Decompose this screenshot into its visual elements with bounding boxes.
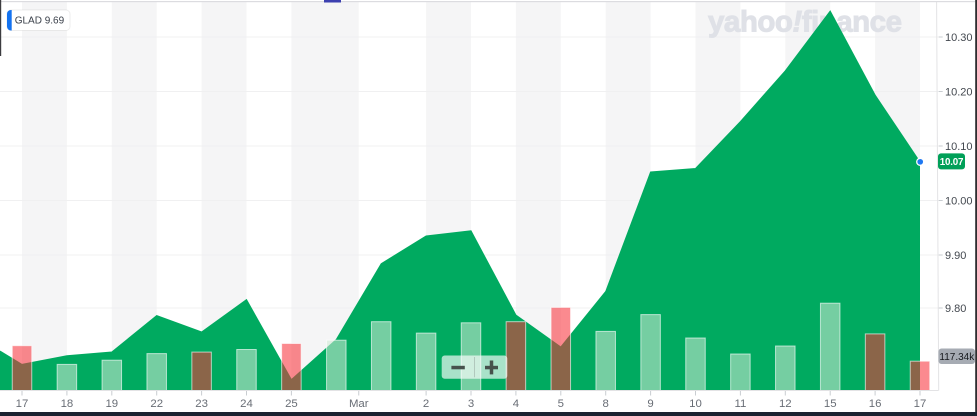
svg-text:5: 5	[558, 398, 564, 410]
svg-text:9: 9	[647, 398, 653, 410]
svg-text:16: 16	[869, 398, 882, 410]
svg-text:17: 17	[914, 398, 927, 410]
svg-text:15: 15	[824, 398, 837, 410]
svg-text:19: 19	[105, 398, 118, 410]
svg-text:11: 11	[734, 398, 746, 410]
svg-text:117.34k: 117.34k	[939, 352, 975, 363]
svg-text:10: 10	[689, 398, 702, 410]
svg-text:18: 18	[61, 398, 74, 410]
svg-text:10.10: 10.10	[945, 141, 973, 153]
svg-text:2: 2	[423, 398, 429, 410]
svg-text:10.00: 10.00	[945, 196, 973, 208]
svg-text:8: 8	[603, 398, 609, 410]
svg-text:10.07: 10.07	[940, 157, 964, 168]
svg-text:10.30: 10.30	[945, 32, 973, 44]
svg-text:17: 17	[16, 398, 29, 410]
svg-text:24: 24	[240, 398, 253, 410]
svg-text:4: 4	[513, 398, 519, 410]
svg-text:12: 12	[779, 398, 792, 410]
svg-text:GLAD 9.69: GLAD 9.69	[15, 16, 65, 27]
svg-text:3: 3	[468, 398, 474, 410]
svg-text:9.80: 9.80	[945, 303, 966, 315]
svg-text:yahoo!finance: yahoo!finance	[708, 6, 902, 39]
svg-text:9.90: 9.90	[945, 250, 966, 262]
svg-text:25: 25	[285, 398, 298, 410]
svg-text:Mar: Mar	[349, 398, 369, 410]
svg-text:10.20: 10.20	[945, 87, 973, 99]
svg-text:22: 22	[150, 398, 163, 410]
svg-text:23: 23	[195, 398, 208, 410]
